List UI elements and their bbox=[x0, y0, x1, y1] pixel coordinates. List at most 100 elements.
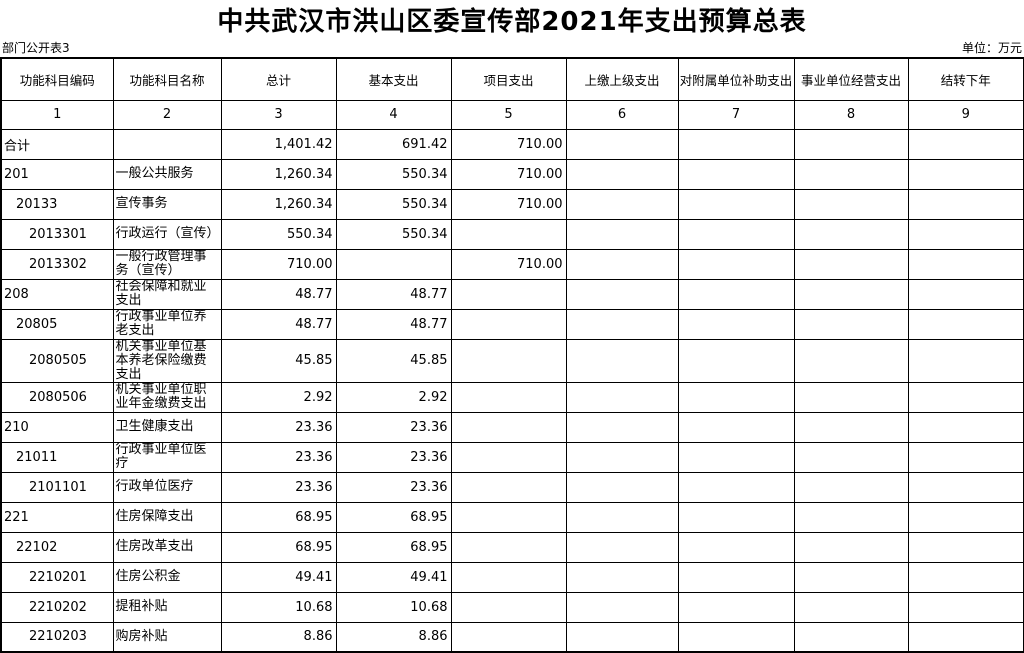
total-cell: 1,260.34 bbox=[220, 188, 337, 220]
name-cell: 行政事业单位医疗 bbox=[112, 441, 222, 473]
column-header-3: 总计 bbox=[220, 57, 337, 101]
basic-expense-cell: 49.41 bbox=[335, 561, 452, 593]
basic-expense-cell: 10.68 bbox=[335, 591, 452, 623]
table-row: 合计 1,401.42 691.42 710.00 bbox=[0, 128, 1024, 160]
affiliate-subsidy-cell bbox=[677, 411, 795, 443]
total-cell: 550.34 bbox=[220, 218, 337, 250]
page-title: 中共武汉市洪山区委宣传部2021年支出预算总表 bbox=[217, 7, 807, 37]
total-cell: 8.86 bbox=[220, 621, 337, 653]
table-row: 2080506 机关事业单位职业年金缴费支出 2.92 2.92 bbox=[0, 381, 1024, 413]
code-cell: 2210201 bbox=[0, 561, 114, 593]
table-row: 210 卫生健康支出 23.36 23.36 bbox=[0, 411, 1024, 443]
upper-remit-cell bbox=[565, 531, 679, 563]
project-expense-cell bbox=[450, 471, 567, 503]
column-header-row: 功能科目编码 功能科目名称 总计 基本支出 项目支出 上缴上级支出 对附属单位补助支出 事业单… bbox=[0, 57, 1024, 101]
affiliate-subsidy-cell bbox=[677, 471, 795, 503]
project-expense-cell bbox=[450, 441, 567, 473]
column-number-3: 3 bbox=[220, 99, 337, 130]
code-cell: 21011 bbox=[0, 441, 114, 473]
basic-expense-cell: 68.95 bbox=[335, 501, 452, 533]
code-cell: 2013302 bbox=[0, 248, 114, 280]
affiliate-subsidy-cell bbox=[677, 248, 795, 280]
operating-expense-cell bbox=[793, 471, 909, 503]
column-number-7: 7 bbox=[677, 99, 795, 130]
total-cell: 68.95 bbox=[220, 531, 337, 563]
code-cell: 22102 bbox=[0, 531, 114, 563]
affiliate-subsidy-cell bbox=[677, 218, 795, 250]
basic-expense-cell: 68.95 bbox=[335, 531, 452, 563]
total-cell: 23.36 bbox=[220, 411, 337, 443]
project-expense-cell bbox=[450, 621, 567, 653]
meta-row: 部门公开表3 单位：万元 bbox=[0, 39, 1024, 57]
code-cell: 2210202 bbox=[0, 591, 114, 623]
code-cell: 208 bbox=[0, 278, 114, 310]
table-row: 2013301 行政运行（宣传） 550.34 550.34 bbox=[0, 218, 1024, 250]
name-cell: 机关事业单位基本养老保险缴费支出 bbox=[112, 338, 222, 383]
carryover-cell bbox=[907, 248, 1024, 280]
total-cell: 68.95 bbox=[220, 501, 337, 533]
affiliate-subsidy-cell bbox=[677, 158, 795, 190]
upper-remit-cell bbox=[565, 381, 679, 413]
operating-expense-cell bbox=[793, 248, 909, 280]
table-row: 2080505 机关事业单位基本养老保险缴费支出 45.85 45.85 bbox=[0, 338, 1024, 383]
carryover-cell bbox=[907, 621, 1024, 653]
operating-expense-cell bbox=[793, 381, 909, 413]
upper-remit-cell bbox=[565, 561, 679, 593]
affiliate-subsidy-cell bbox=[677, 561, 795, 593]
upper-remit-cell bbox=[565, 278, 679, 310]
table-row: 2210202 提租补贴 10.68 10.68 bbox=[0, 591, 1024, 623]
basic-expense-cell: 48.77 bbox=[335, 308, 452, 340]
carryover-cell bbox=[907, 128, 1024, 160]
code-cell: 2080506 bbox=[0, 381, 114, 413]
total-cell: 45.85 bbox=[220, 338, 337, 383]
project-expense-cell bbox=[450, 561, 567, 593]
column-header-2: 功能科目名称 bbox=[112, 57, 222, 101]
project-expense-cell bbox=[450, 218, 567, 250]
name-cell bbox=[112, 128, 222, 160]
carryover-cell bbox=[907, 158, 1024, 190]
table-number-label: 部门公开表3 bbox=[2, 41, 70, 55]
carryover-cell bbox=[907, 308, 1024, 340]
basic-expense-cell: 550.34 bbox=[335, 218, 452, 250]
code-cell: 221 bbox=[0, 501, 114, 533]
operating-expense-cell bbox=[793, 591, 909, 623]
upper-remit-cell bbox=[565, 128, 679, 160]
basic-expense-cell: 23.36 bbox=[335, 441, 452, 473]
upper-remit-cell bbox=[565, 248, 679, 280]
project-expense-cell bbox=[450, 381, 567, 413]
carryover-cell bbox=[907, 531, 1024, 563]
table-row: 221 住房保障支出 68.95 68.95 bbox=[0, 501, 1024, 533]
project-expense-cell bbox=[450, 278, 567, 310]
column-number-4: 4 bbox=[335, 99, 452, 130]
table-row: 2210201 住房公积金 49.41 49.41 bbox=[0, 561, 1024, 593]
name-cell: 卫生健康支出 bbox=[112, 411, 222, 443]
affiliate-subsidy-cell bbox=[677, 441, 795, 473]
table-row: 2013302 一般行政管理事务（宣传） 710.00 710.00 bbox=[0, 248, 1024, 280]
code-cell: 20133 bbox=[0, 188, 114, 220]
operating-expense-cell bbox=[793, 308, 909, 340]
code-cell: 合计 bbox=[0, 128, 114, 160]
basic-expense-cell bbox=[335, 248, 452, 280]
table-row: 20133 宣传事务 1,260.34 550.34 710.00 bbox=[0, 188, 1024, 220]
budget-table: 功能科目编码 功能科目名称 总计 基本支出 项目支出 上缴上级支出 对附属单位补助支出 事业单… bbox=[0, 57, 1024, 653]
basic-expense-cell: 23.36 bbox=[335, 471, 452, 503]
basic-expense-cell: 48.77 bbox=[335, 278, 452, 310]
upper-remit-cell bbox=[565, 621, 679, 653]
name-cell: 住房保障支出 bbox=[112, 501, 222, 533]
operating-expense-cell bbox=[793, 338, 909, 383]
name-cell: 行政事业单位养老支出 bbox=[112, 308, 222, 340]
column-number-2: 2 bbox=[112, 99, 222, 130]
column-header-6: 上缴上级支出 bbox=[565, 57, 679, 101]
carryover-cell bbox=[907, 188, 1024, 220]
project-expense-cell: 710.00 bbox=[450, 128, 567, 160]
total-cell: 48.77 bbox=[220, 278, 337, 310]
carryover-cell bbox=[907, 591, 1024, 623]
carryover-cell bbox=[907, 218, 1024, 250]
column-header-8: 事业单位经营支出 bbox=[793, 57, 909, 101]
operating-expense-cell bbox=[793, 531, 909, 563]
code-cell: 2080505 bbox=[0, 338, 114, 383]
table-row: 20805 行政事业单位养老支出 48.77 48.77 bbox=[0, 308, 1024, 340]
basic-expense-cell: 550.34 bbox=[335, 158, 452, 190]
project-expense-cell: 710.00 bbox=[450, 248, 567, 280]
